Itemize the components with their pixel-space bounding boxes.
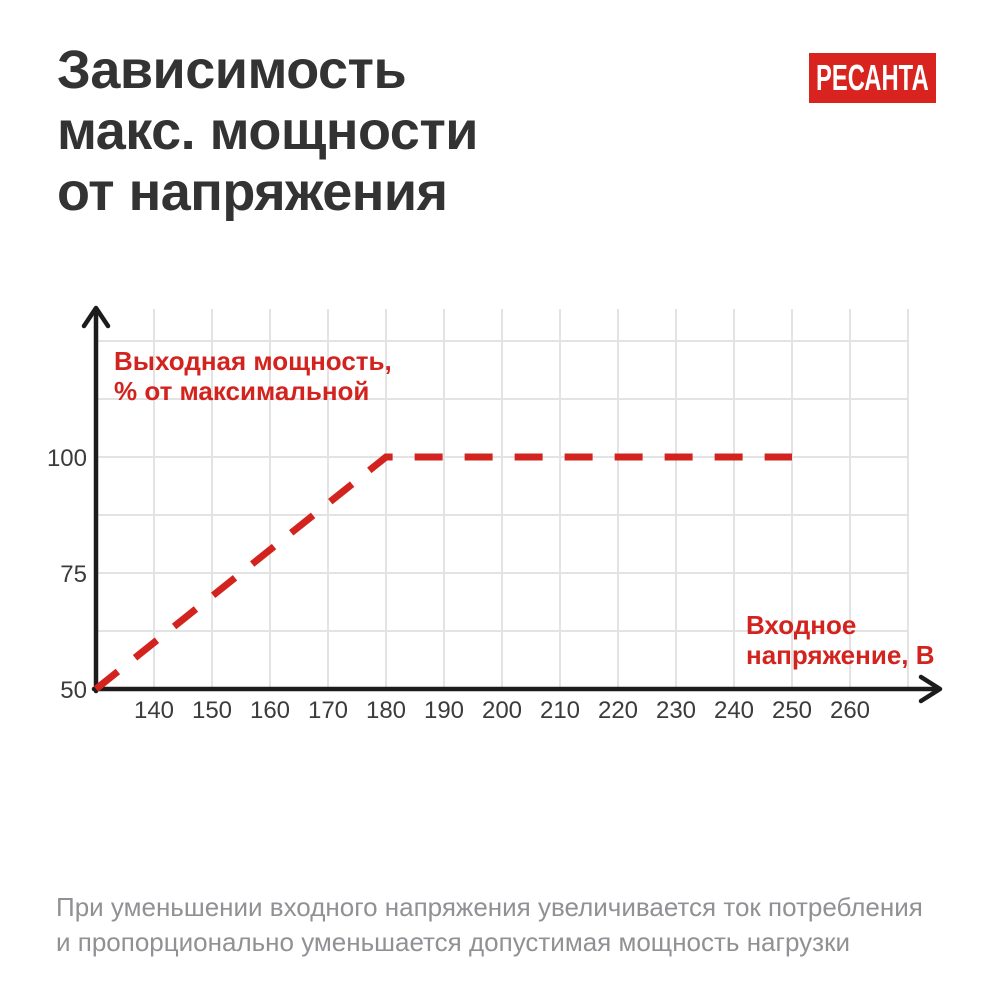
data-line (93, 453, 792, 692)
footnote: При уменьшении входного напряжения увели… (56, 890, 923, 960)
x-tick-label: 140 (134, 697, 174, 724)
x-axis-title-line-2: напряжение, В (746, 640, 935, 670)
x-tick-label: 150 (192, 697, 232, 724)
x-axis-title-line-1: Входное (746, 610, 857, 640)
x-tick-label: 160 (250, 697, 290, 724)
x-tick-label: 230 (656, 697, 696, 724)
y-tick-label: 50 (60, 677, 87, 704)
brand-logo: РЕСАНТА (809, 53, 936, 103)
footnote-line-1: При уменьшении входного напряжения увели… (56, 892, 923, 922)
x-tick-label: 180 (366, 697, 406, 724)
x-tick-label: 260 (830, 697, 870, 724)
x-tick-label: 240 (714, 697, 754, 724)
page-title-line-2: макс. мощности (57, 101, 478, 161)
y-axis-title: Выходная мощность, % от максимальной (114, 346, 392, 406)
y-axis-title-line-2: % от максимальной (114, 376, 370, 406)
x-tick-label: 200 (482, 697, 522, 724)
brand-logo-text: РЕСАНТА (816, 57, 929, 98)
y-axis-arrow-icon (81, 305, 111, 329)
x-axis-arrow-icon (918, 674, 943, 704)
x-tick-label: 210 (540, 697, 580, 724)
page-title: Зависимость макс. мощности от напряжения (57, 40, 478, 223)
y-tick-label: 75 (60, 561, 87, 588)
page-title-line-1: Зависимость (57, 40, 407, 100)
footnote-line-2: и пропорционально уменьшается допустимая… (56, 927, 850, 957)
y-axis-title-line-1: Выходная мощность, (114, 346, 392, 376)
x-axis-title: Входное напряжение, В (746, 610, 935, 670)
x-tick-label: 190 (424, 697, 464, 724)
x-tick-label: 170 (308, 697, 348, 724)
x-tick-label: 220 (598, 697, 638, 724)
page-title-line-3: от напряжения (57, 162, 448, 222)
x-tick-label: 250 (772, 697, 812, 724)
y-tick-label: 100 (47, 445, 87, 472)
